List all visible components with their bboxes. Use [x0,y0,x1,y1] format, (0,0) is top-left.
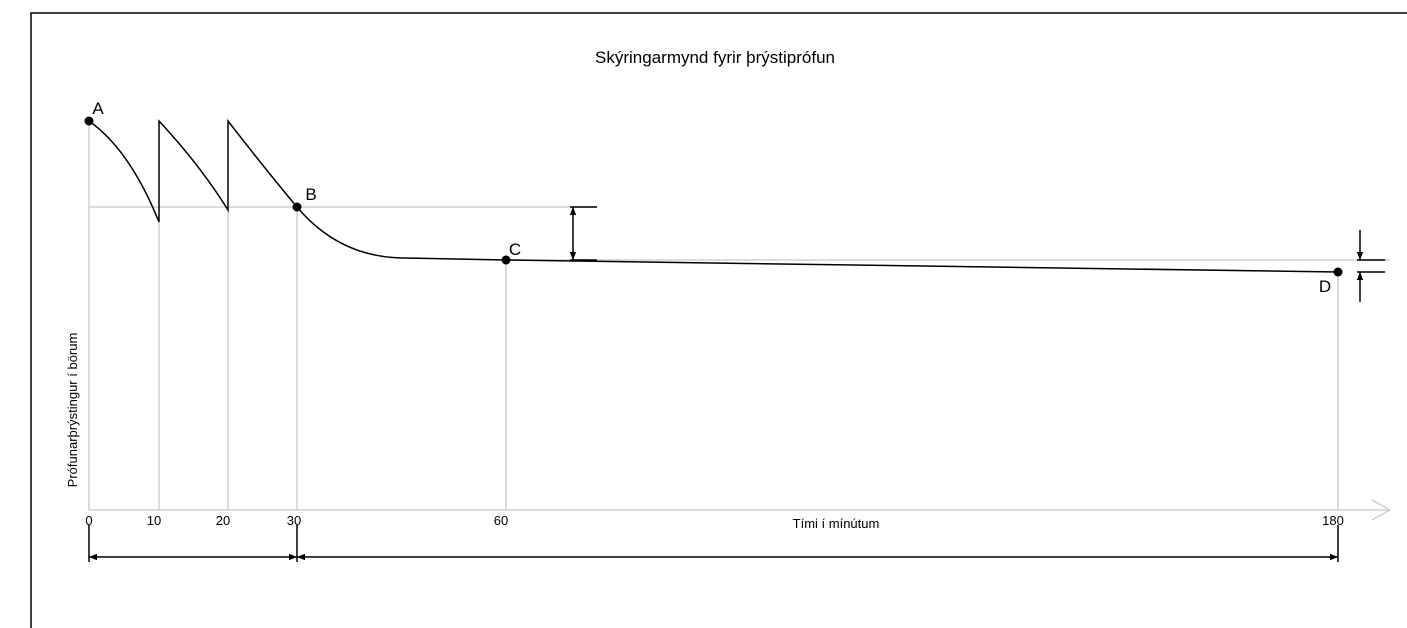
guides [88,121,1392,521]
labels: 0 10 20 30 60 180 A B C D [84,99,1344,528]
point [84,116,94,126]
x-tick-label: 10 [147,513,161,528]
x-tick-label: 60 [494,513,508,528]
point-label: B [305,185,316,204]
point [501,255,511,265]
point-label: A [92,99,104,118]
point-label: D [1319,277,1331,296]
x-tick-label: 20 [216,513,230,528]
pressure-curve [88,118,1339,273]
x-label: Tími í mínútum [793,516,880,531]
point [1333,267,1343,277]
point-label: C [509,240,521,259]
frame [30,12,1407,628]
title: Skýringarmynd fyrir þrýstiprófun [595,48,835,67]
x-tick-label: 180 [1322,513,1344,528]
point [292,202,302,212]
x-tick-label: 30 [287,513,301,528]
y-label: Prófunarþrýstingur í börum [65,333,80,488]
dimensions [88,206,1385,562]
x-tick-label: 0 [85,513,92,528]
